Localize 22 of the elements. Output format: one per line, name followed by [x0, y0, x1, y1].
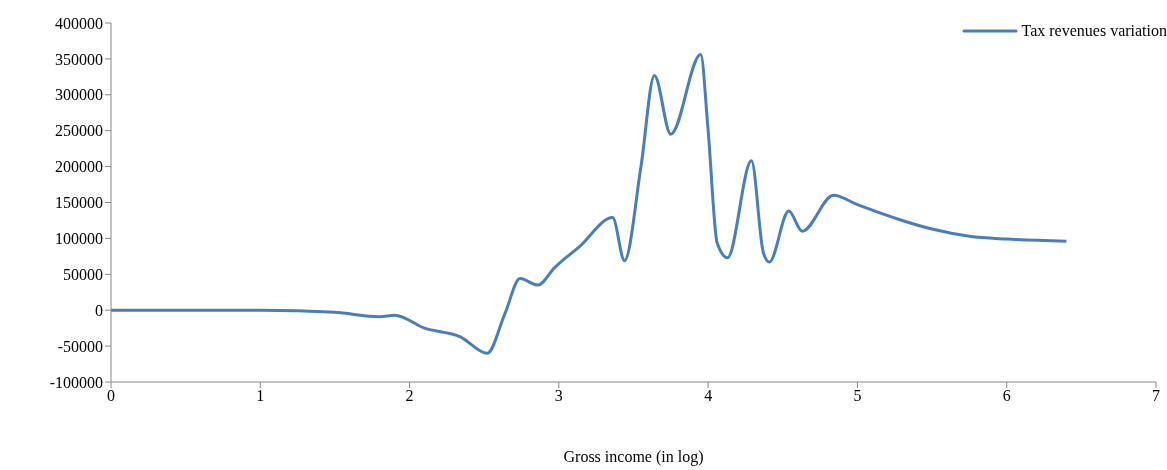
- x-tick-label: 4: [704, 387, 713, 405]
- x-tick-label: 3: [554, 387, 563, 405]
- x-axis-title: Gross income (in log): [563, 448, 704, 466]
- y-tick-label: 350000: [55, 50, 103, 68]
- x-tick-label: 5: [853, 387, 862, 405]
- line-series: [111, 53, 1068, 355]
- legend-label: Tax revenues variation: [1021, 22, 1167, 40]
- y-tick-label: 250000: [55, 122, 103, 140]
- y-tick-label: 0: [95, 301, 103, 319]
- y-tick-label: 400000: [55, 14, 103, 32]
- y-tick-label: 200000: [55, 158, 103, 176]
- y-tick-label: -50000: [57, 337, 103, 355]
- y-tick-label: 100000: [55, 230, 103, 248]
- x-tick-label: 1: [256, 387, 265, 405]
- y-tick-label: 50000: [63, 265, 103, 283]
- y-tick-label: -100000: [49, 373, 103, 391]
- x-tick-label: 0: [107, 387, 115, 405]
- y-tick-label: 150000: [55, 194, 103, 212]
- x-tick-label: 2: [405, 387, 414, 405]
- x-tick-label: 6: [1002, 387, 1011, 405]
- y-tick-label: 300000: [55, 86, 103, 104]
- x-tick-label: 7: [1152, 387, 1160, 405]
